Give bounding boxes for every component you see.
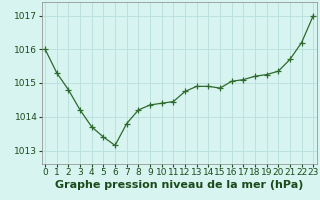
X-axis label: Graphe pression niveau de la mer (hPa): Graphe pression niveau de la mer (hPa)	[55, 180, 303, 190]
